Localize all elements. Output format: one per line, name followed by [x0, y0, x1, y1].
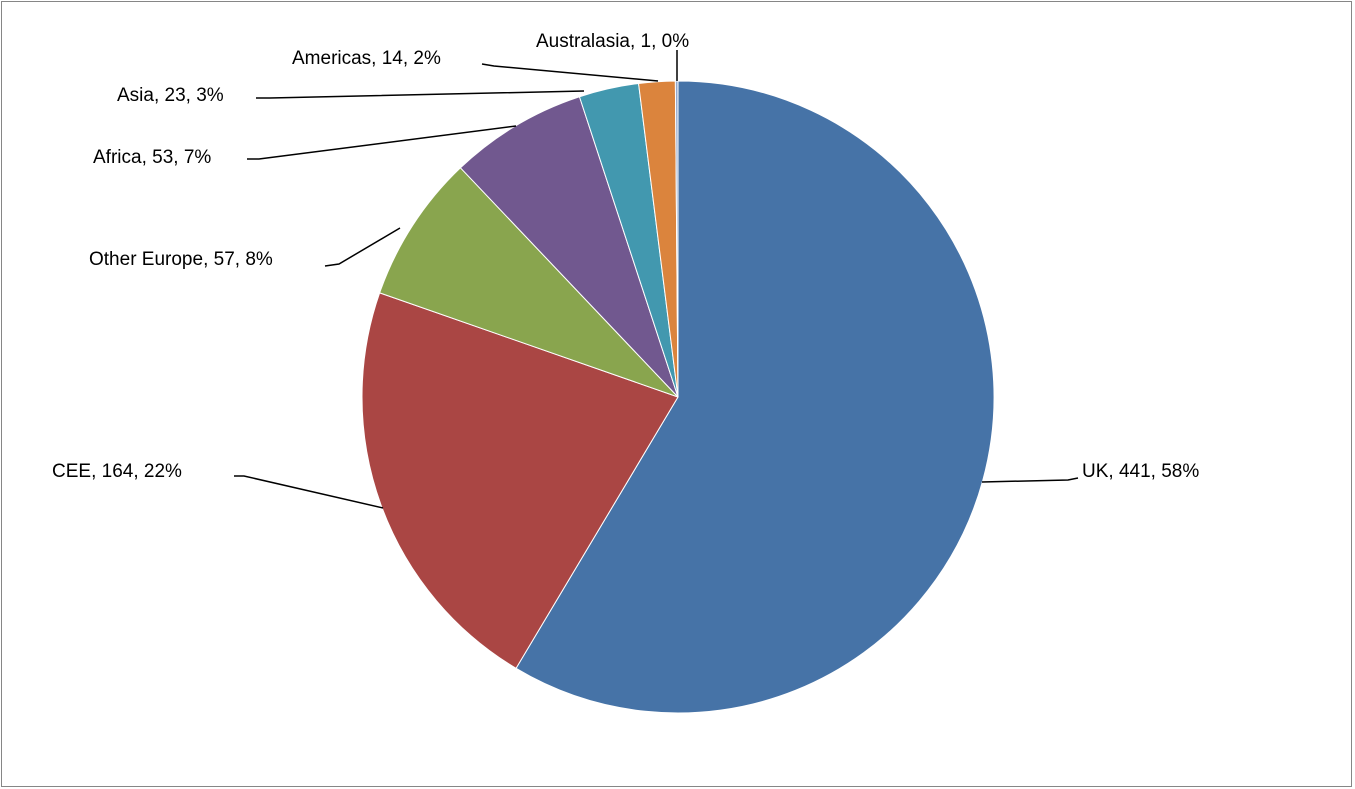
data-label-asia: Asia, 23, 3%: [117, 85, 224, 106]
leader-line-africa: [247, 125, 517, 160]
data-label-uk: UK, 441, 58%: [1082, 461, 1199, 482]
leader-line-asia: [256, 90, 585, 99]
data-label-africa: Africa, 53, 7%: [93, 147, 211, 168]
data-label-americas: Americas, 14, 2%: [292, 48, 441, 69]
leader-lines: [234, 50, 1079, 509]
pie-slice-cee: [361, 292, 679, 670]
leader-line-americas: [481, 63, 659, 82]
pie-slice-australasia: [674, 80, 679, 398]
leader-line-other-europe: [324, 227, 401, 267]
data-label-australasia: Australasia, 1, 0%: [536, 31, 689, 52]
pie-slice-uk: [515, 80, 995, 714]
pie-slices: [361, 80, 995, 714]
pie-slice-africa: [459, 96, 679, 398]
leader-line-uk: [981, 477, 1079, 483]
pie-slice-other-europe: [379, 167, 679, 398]
data-labels: UK, 441, 58% CEE, 164, 22% Other Europe,…: [52, 31, 1199, 482]
data-label-cee: CEE, 164, 22%: [52, 461, 182, 482]
data-label-other-europe: Other Europe, 57, 8%: [89, 249, 273, 270]
leader-line-cee: [234, 475, 384, 509]
